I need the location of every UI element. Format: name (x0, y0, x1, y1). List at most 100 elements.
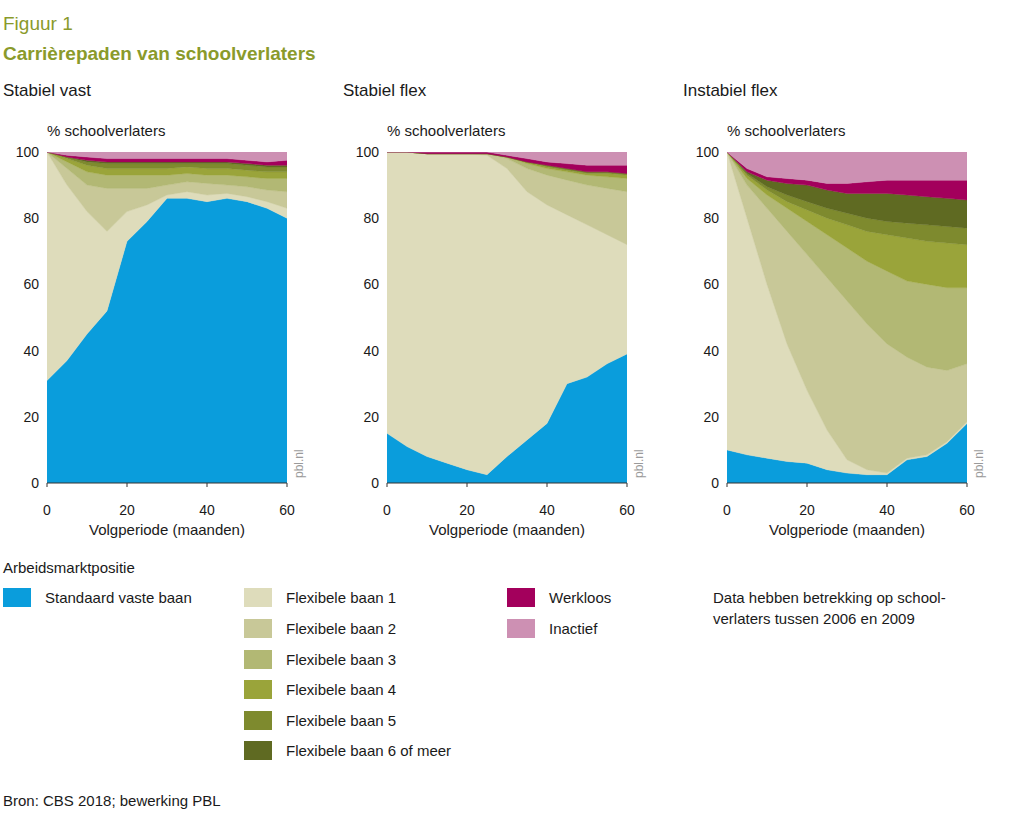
x-tick (207, 483, 208, 487)
x-tick-label: 20 (799, 502, 815, 518)
area-series: Flexibele baan 1 (47, 152, 287, 380)
x-tick (467, 483, 468, 487)
note: Data hebben betrekking op school- (713, 589, 946, 606)
note: verlaters tussen 2006 en 2009 (713, 610, 915, 627)
y-tick-label: 20 (703, 409, 719, 425)
x-axis-label: Volgperiode (maanden) (429, 521, 585, 538)
x-axis-label: Volgperiode (maanden) (769, 521, 925, 538)
x-tick-label: 0 (43, 502, 51, 518)
legend-swatch (244, 650, 272, 669)
area-series: Werkloos (727, 152, 967, 200)
x-tick (127, 483, 128, 487)
area-series: Flexibele baan 5 (727, 152, 967, 245)
area-series: Werkloos (47, 152, 287, 165)
watermark: pbl.nl (292, 449, 306, 478)
panel-title: Stabiel vast (3, 81, 91, 100)
x-tick-label: 0 (383, 502, 391, 518)
x-tick (47, 483, 48, 487)
y-axis-label: % schoolverlaters (387, 122, 505, 139)
x-tick (287, 483, 288, 487)
area-series: Flexibele baan 2 (47, 152, 287, 231)
legend-label: Standaard vaste baan (45, 589, 192, 606)
legend-label: Werkloos (549, 589, 611, 606)
x-axis-label: Volgperiode (maanden) (89, 521, 245, 538)
panel-title: Stabiel flex (343, 81, 427, 100)
legend: Arbeidsmarktpositie Standaard vaste baan F… (3, 559, 611, 760)
x-axis-line (387, 483, 627, 484)
source: Bron: CBS 2018; bewerking PBL (3, 792, 221, 809)
y-tick-label: 40 (363, 343, 379, 359)
legend-label: Flexibele baan 5 (286, 712, 396, 729)
area-series: Werkloos (387, 152, 627, 174)
area-series: Flexibele baan 3 (387, 152, 627, 192)
y-tick-label: 60 (23, 276, 39, 292)
legend-label: Inactief (549, 620, 598, 637)
y-tick-label: 0 (31, 475, 39, 491)
areas: Standaard vaste baanFlexibele baan 1Flex… (47, 152, 287, 483)
legend-swatch (244, 711, 272, 730)
area-series: Flexibele baan 2 (727, 152, 967, 473)
legend-label: Flexibele baan 3 (286, 651, 396, 668)
x-tick (967, 483, 968, 487)
watermark: pbl.nl (972, 449, 986, 478)
x-tick-label: 40 (879, 502, 895, 518)
y-tick-label: 100 (696, 144, 720, 160)
y-tick-label: 0 (711, 475, 719, 491)
y-tick-label: 80 (703, 210, 719, 226)
legend-swatch (244, 680, 272, 699)
areas: Standaard vaste baanFlexibele baan 1Flex… (387, 152, 627, 483)
area-series: Flexibele baan 5 (47, 152, 287, 172)
watermark: pbl.nl (632, 449, 646, 478)
x-tick (627, 483, 628, 487)
x-tick-label: 20 (459, 502, 475, 518)
figure: Figuur 1Carrièrepaden van schoolverlater… (0, 0, 1024, 814)
x-tick-label: 40 (199, 502, 215, 518)
area-series: Flexibele baan 1 (387, 152, 627, 475)
area-series: Flexibele baan 3 (727, 152, 967, 370)
x-tick (727, 483, 728, 487)
y-tick-label: 60 (703, 276, 719, 292)
x-tick (807, 483, 808, 487)
y-axis-label: % schoolverlaters (47, 122, 165, 139)
areas: Standaard vaste baanFlexibele baan 1Flex… (727, 152, 967, 483)
area-series: Flexibele baan 1 (727, 152, 967, 475)
legend-label: Flexibele baan 4 (286, 681, 396, 698)
legend-label: Flexibele baan 2 (286, 620, 396, 637)
x-tick (887, 483, 888, 487)
y-tick-label: 80 (23, 210, 39, 226)
y-tick-label: 60 (363, 276, 379, 292)
panel: Stabiel vast % schoolverlaters Standaard v… (3, 81, 306, 538)
x-tick-label: 0 (723, 502, 731, 518)
y-tick-label: 20 (23, 409, 39, 425)
area-series: Flexibele baan 4 (727, 152, 967, 288)
area-series: Flexibele baan 6 of meer (727, 152, 967, 228)
panel-title: Instabiel flex (683, 81, 778, 100)
legend-swatch (244, 741, 272, 760)
y-axis-label: % schoolverlaters (727, 122, 845, 139)
y-tick-label: 40 (703, 343, 719, 359)
panel: Instabiel flex % schoolverlaters Standaard… (683, 81, 986, 538)
y-tick-label: 100 (16, 144, 40, 160)
legend-swatch (244, 588, 272, 607)
title: Carrièrepaden van schoolverlaters (3, 43, 316, 64)
x-tick-label: 60 (959, 502, 975, 518)
legend-swatch (507, 588, 535, 607)
x-tick-label: 20 (119, 502, 135, 518)
x-axis-line (727, 483, 967, 484)
area-series: Inactief (387, 152, 627, 165)
x-tick-label: 60 (279, 502, 295, 518)
legend-swatch (244, 619, 272, 638)
legend-title: Arbeidsmarktpositie (3, 559, 135, 576)
y-tick-label: 40 (23, 343, 39, 359)
area-series: Inactief (727, 152, 967, 183)
panel: Stabiel flex % schoolverlaters Standaard v… (343, 81, 646, 538)
x-tick (547, 483, 548, 487)
legend-label: Flexibele baan 1 (286, 589, 396, 606)
x-tick-label: 40 (539, 502, 555, 518)
area-series: Flexibele baan 3 (47, 152, 287, 192)
area-series: Flexibele baan 6 of meer (387, 152, 627, 174)
y-tick-label: 100 (356, 144, 380, 160)
x-tick-label: 60 (619, 502, 635, 518)
area-series: Flexibele baan 2 (387, 152, 627, 245)
area-series: Inactief (47, 152, 287, 162)
